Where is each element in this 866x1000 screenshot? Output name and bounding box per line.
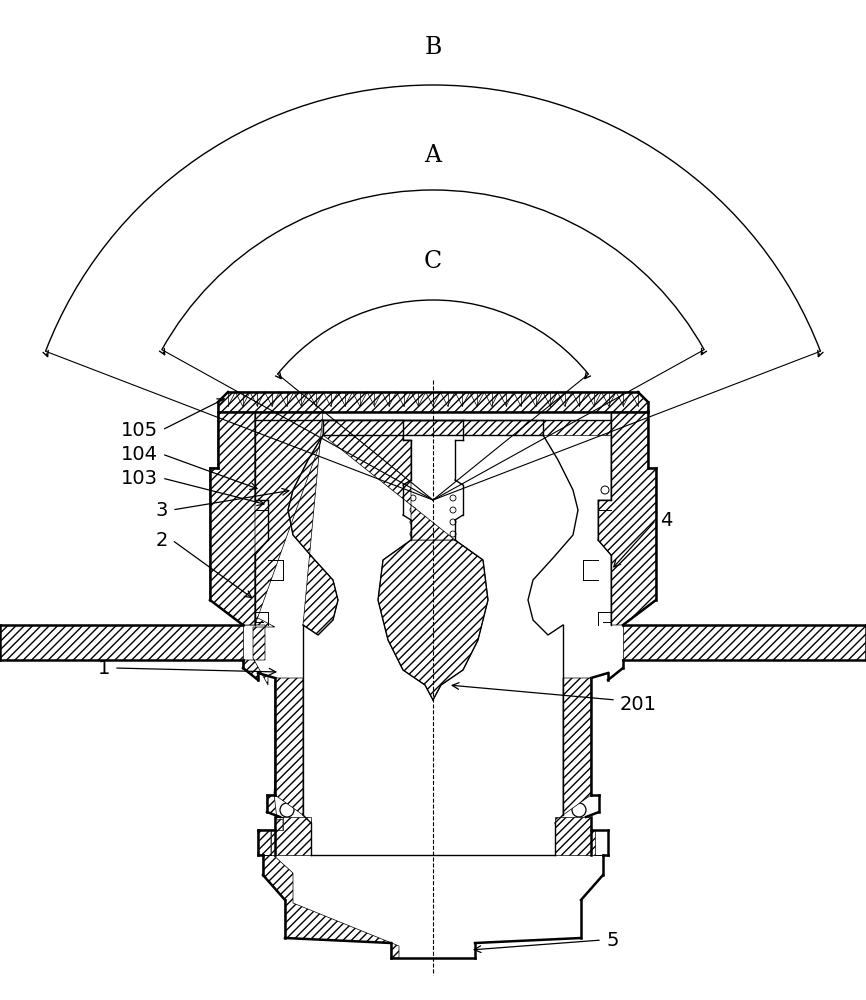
Polygon shape	[323, 420, 455, 540]
Polygon shape	[563, 678, 591, 815]
Polygon shape	[210, 412, 399, 958]
Polygon shape	[598, 412, 656, 625]
Polygon shape	[0, 625, 243, 660]
Polygon shape	[210, 412, 268, 625]
Polygon shape	[263, 817, 311, 855]
Text: 201: 201	[620, 696, 657, 714]
Text: 104: 104	[121, 444, 158, 464]
Text: A: A	[424, 143, 442, 166]
Polygon shape	[218, 392, 648, 412]
Polygon shape	[323, 420, 611, 435]
Text: 5: 5	[606, 930, 618, 950]
Text: 103: 103	[121, 468, 158, 488]
Text: C: C	[424, 250, 442, 273]
Polygon shape	[275, 678, 303, 815]
Polygon shape	[623, 625, 866, 660]
Text: 4: 4	[660, 510, 672, 530]
Polygon shape	[555, 817, 603, 855]
Text: 105: 105	[121, 420, 158, 440]
Text: 2: 2	[156, 530, 168, 550]
Text: B: B	[424, 36, 442, 60]
Text: 1: 1	[98, 658, 110, 678]
Polygon shape	[378, 540, 488, 700]
Polygon shape	[323, 420, 543, 435]
Polygon shape	[255, 412, 338, 635]
Text: 3: 3	[156, 500, 168, 520]
